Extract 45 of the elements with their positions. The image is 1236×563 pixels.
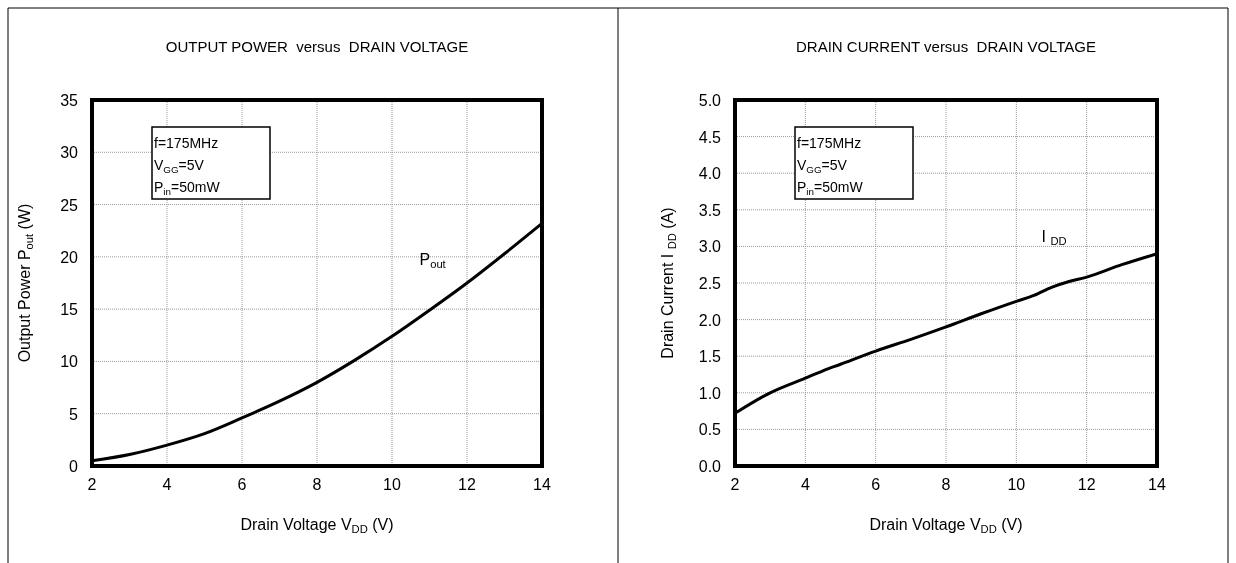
x-tick-label: 6 (237, 476, 247, 493)
x-tick-label: 6 (871, 476, 881, 493)
annotation: f=175MHz (154, 135, 219, 151)
chart-title: OUTPUT POWER versus DRAIN VOLTAGE (165, 38, 469, 55)
y-tick-label: 4.5 (698, 128, 722, 146)
y-tick-label: 0.0 (698, 458, 722, 475)
y-tick-label: 30 (60, 144, 79, 162)
x-tick-label: 8 (312, 476, 322, 493)
annotation: P$_{in}$=50mW (797, 179, 864, 197)
x-tick-label: 14 (533, 476, 551, 493)
y-tick-label: 20 (60, 248, 79, 266)
annotation: V$_{GG}$=5V (154, 157, 205, 175)
x-tick-label: 10 (383, 476, 401, 493)
x-tick-label: 12 (458, 476, 476, 493)
annotation: f=175MHz (797, 135, 862, 151)
series-label: P$_{out}$ (419, 251, 447, 270)
y-tick-label: 1.5 (698, 348, 722, 366)
x-tick-label: 2 (730, 476, 740, 493)
y-tick-label: 1.0 (698, 384, 722, 402)
y-tick-label: 35 (60, 92, 79, 109)
x-tick-label: 14 (1148, 476, 1166, 493)
y-tick-label: 0.5 (698, 421, 722, 439)
y-tick-label: 2.5 (698, 275, 722, 292)
y-tick-label: 0 (69, 458, 79, 475)
x-axis-title: Drain Voltage V$_{DD}$ (V) (240, 516, 394, 535)
y-tick-label: 3.0 (698, 238, 722, 256)
y-tick-label: 2.0 (698, 311, 722, 329)
x-axis-title: Drain Voltage V$_{DD}$ (V) (869, 516, 1023, 535)
x-tick-label: 4 (800, 476, 810, 493)
x-tick-label: 4 (162, 476, 172, 493)
y-tick-label: 3.5 (698, 201, 722, 219)
text: I $_{DD}$ (1041, 228, 1067, 248)
y-tick-label: 10 (60, 353, 79, 371)
x-tick-label: 10 (1007, 476, 1026, 493)
annotation: V$_{GG}$=5V (797, 157, 848, 175)
chart-title: DRAIN CURRENT versus DRAIN VOLTAGE (795, 38, 1097, 55)
y-tick-label: 4.0 (698, 165, 722, 183)
annotation: P$_{in}$=50mW (154, 179, 221, 197)
y-tick-label: 25 (60, 196, 79, 214)
y-tick-label: 5 (69, 405, 79, 423)
y-tick-label: 15 (60, 301, 79, 319)
x-tick-label: 2 (87, 476, 97, 493)
y-tick-label: 5.0 (698, 92, 722, 109)
x-tick-label: 12 (1077, 476, 1096, 493)
x-tick-label: 8 (941, 476, 951, 493)
